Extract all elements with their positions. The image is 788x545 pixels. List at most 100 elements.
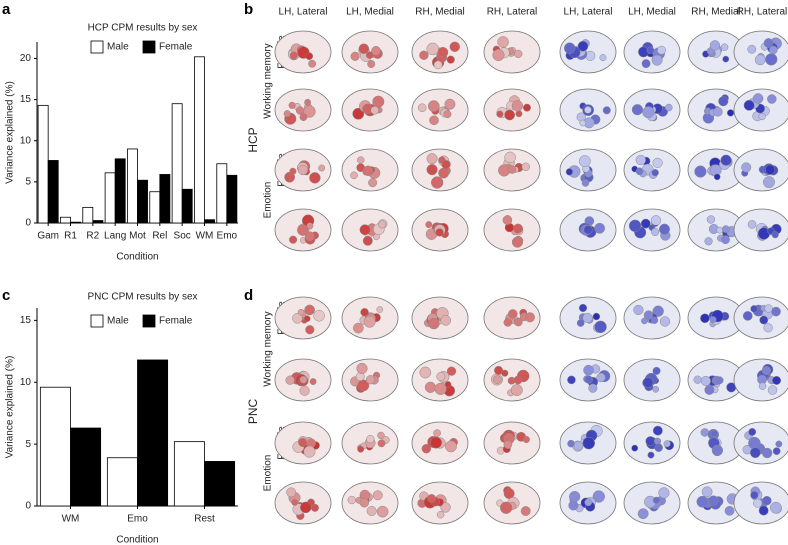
bar	[70, 221, 81, 224]
brain-region	[706, 215, 716, 224]
brain-region	[700, 428, 710, 437]
brain-region	[721, 235, 730, 245]
brain-region	[522, 435, 530, 444]
chart-title: HCP CPM results by sex	[88, 23, 198, 34]
brain-region	[567, 375, 576, 385]
group-label: Working memory	[263, 311, 274, 386]
brain-region	[436, 510, 445, 519]
y-tick-label: 5	[25, 177, 31, 188]
brain-region	[769, 45, 778, 55]
brain-region	[350, 171, 358, 180]
brain-region	[507, 165, 517, 174]
brain-region	[304, 231, 315, 242]
brain-region	[775, 440, 783, 448]
brain-region	[713, 107, 723, 117]
brain-region	[295, 106, 305, 115]
panel-label: d	[244, 287, 253, 304]
brain-region	[602, 106, 611, 115]
brain-region	[358, 43, 370, 54]
brain-region	[701, 486, 713, 498]
brain-region	[564, 42, 576, 54]
y-axis-label: Variance explained (%)	[5, 81, 16, 184]
brain-region	[370, 106, 379, 115]
brain-region	[444, 381, 452, 388]
x-tick-label: Soc	[174, 231, 191, 242]
brain-region	[720, 43, 729, 51]
brain-region	[292, 313, 303, 324]
brain-region	[750, 491, 759, 500]
brain-region	[704, 237, 713, 246]
brain-region	[578, 155, 591, 168]
brain-region	[291, 499, 299, 506]
brain-region	[298, 438, 308, 447]
brain-region	[445, 440, 457, 453]
x-axis-label: Condition	[116, 252, 158, 263]
brain-region	[750, 305, 758, 313]
brain-region	[425, 221, 433, 229]
brain-region	[599, 54, 607, 62]
bar	[39, 386, 71, 507]
brain-region	[428, 317, 440, 330]
brain-region	[665, 103, 673, 112]
brain-region	[584, 106, 592, 114]
brain-region	[446, 366, 457, 376]
bar	[204, 461, 236, 507]
brain-region	[753, 498, 763, 508]
bar	[82, 206, 94, 224]
brain-region	[711, 444, 724, 456]
brain-region	[501, 369, 509, 377]
brain-region	[289, 167, 297, 175]
legend-label: Male	[107, 42, 129, 53]
brain-region	[426, 153, 438, 165]
brain-region	[514, 49, 523, 59]
brain-region	[367, 60, 376, 68]
brain-region	[521, 162, 531, 172]
brain-region	[357, 156, 365, 164]
group-label: Emotion	[263, 182, 274, 219]
brain-region	[747, 220, 757, 229]
brain-region	[366, 506, 377, 517]
column-header: RH, Medial	[691, 7, 740, 18]
brain-region	[493, 375, 502, 384]
brain-region	[309, 378, 317, 385]
brain-region	[646, 46, 655, 54]
brain-region	[427, 494, 437, 503]
brain-region	[758, 112, 766, 121]
brain-region	[642, 106, 655, 119]
brain-region	[427, 100, 440, 112]
x-tick-label: Emo	[127, 514, 148, 525]
brain-region	[771, 231, 779, 239]
brain-region	[313, 309, 325, 322]
brain-region	[503, 440, 513, 449]
brain-region	[573, 440, 584, 451]
brain-region	[362, 235, 373, 246]
brain-region	[633, 304, 644, 316]
brain-region	[310, 503, 319, 512]
bar	[127, 148, 138, 224]
brain-region	[524, 312, 535, 323]
brain-region	[510, 384, 523, 397]
brain-region	[492, 48, 505, 62]
brain-region	[592, 490, 605, 503]
bar	[137, 359, 169, 507]
legend-label: Female	[159, 316, 193, 327]
brain-region	[297, 224, 309, 236]
brain-region	[419, 366, 432, 379]
brain-region	[718, 96, 729, 107]
legend-label: Male	[107, 316, 129, 327]
x-tick-label: Rel	[152, 231, 167, 242]
brain-region	[720, 154, 732, 166]
brain-region	[578, 303, 588, 313]
brain-region	[650, 215, 662, 226]
brain-region	[289, 235, 298, 244]
brain-region	[724, 505, 735, 516]
brain-region	[583, 364, 594, 376]
brain-region	[523, 103, 531, 112]
brain-region	[747, 44, 757, 54]
brain-region	[513, 317, 523, 327]
group-label: Emotion	[263, 455, 274, 492]
brain-region	[299, 385, 310, 396]
brain-region	[424, 381, 437, 393]
brain-region	[300, 501, 312, 514]
brain-region	[749, 447, 761, 459]
